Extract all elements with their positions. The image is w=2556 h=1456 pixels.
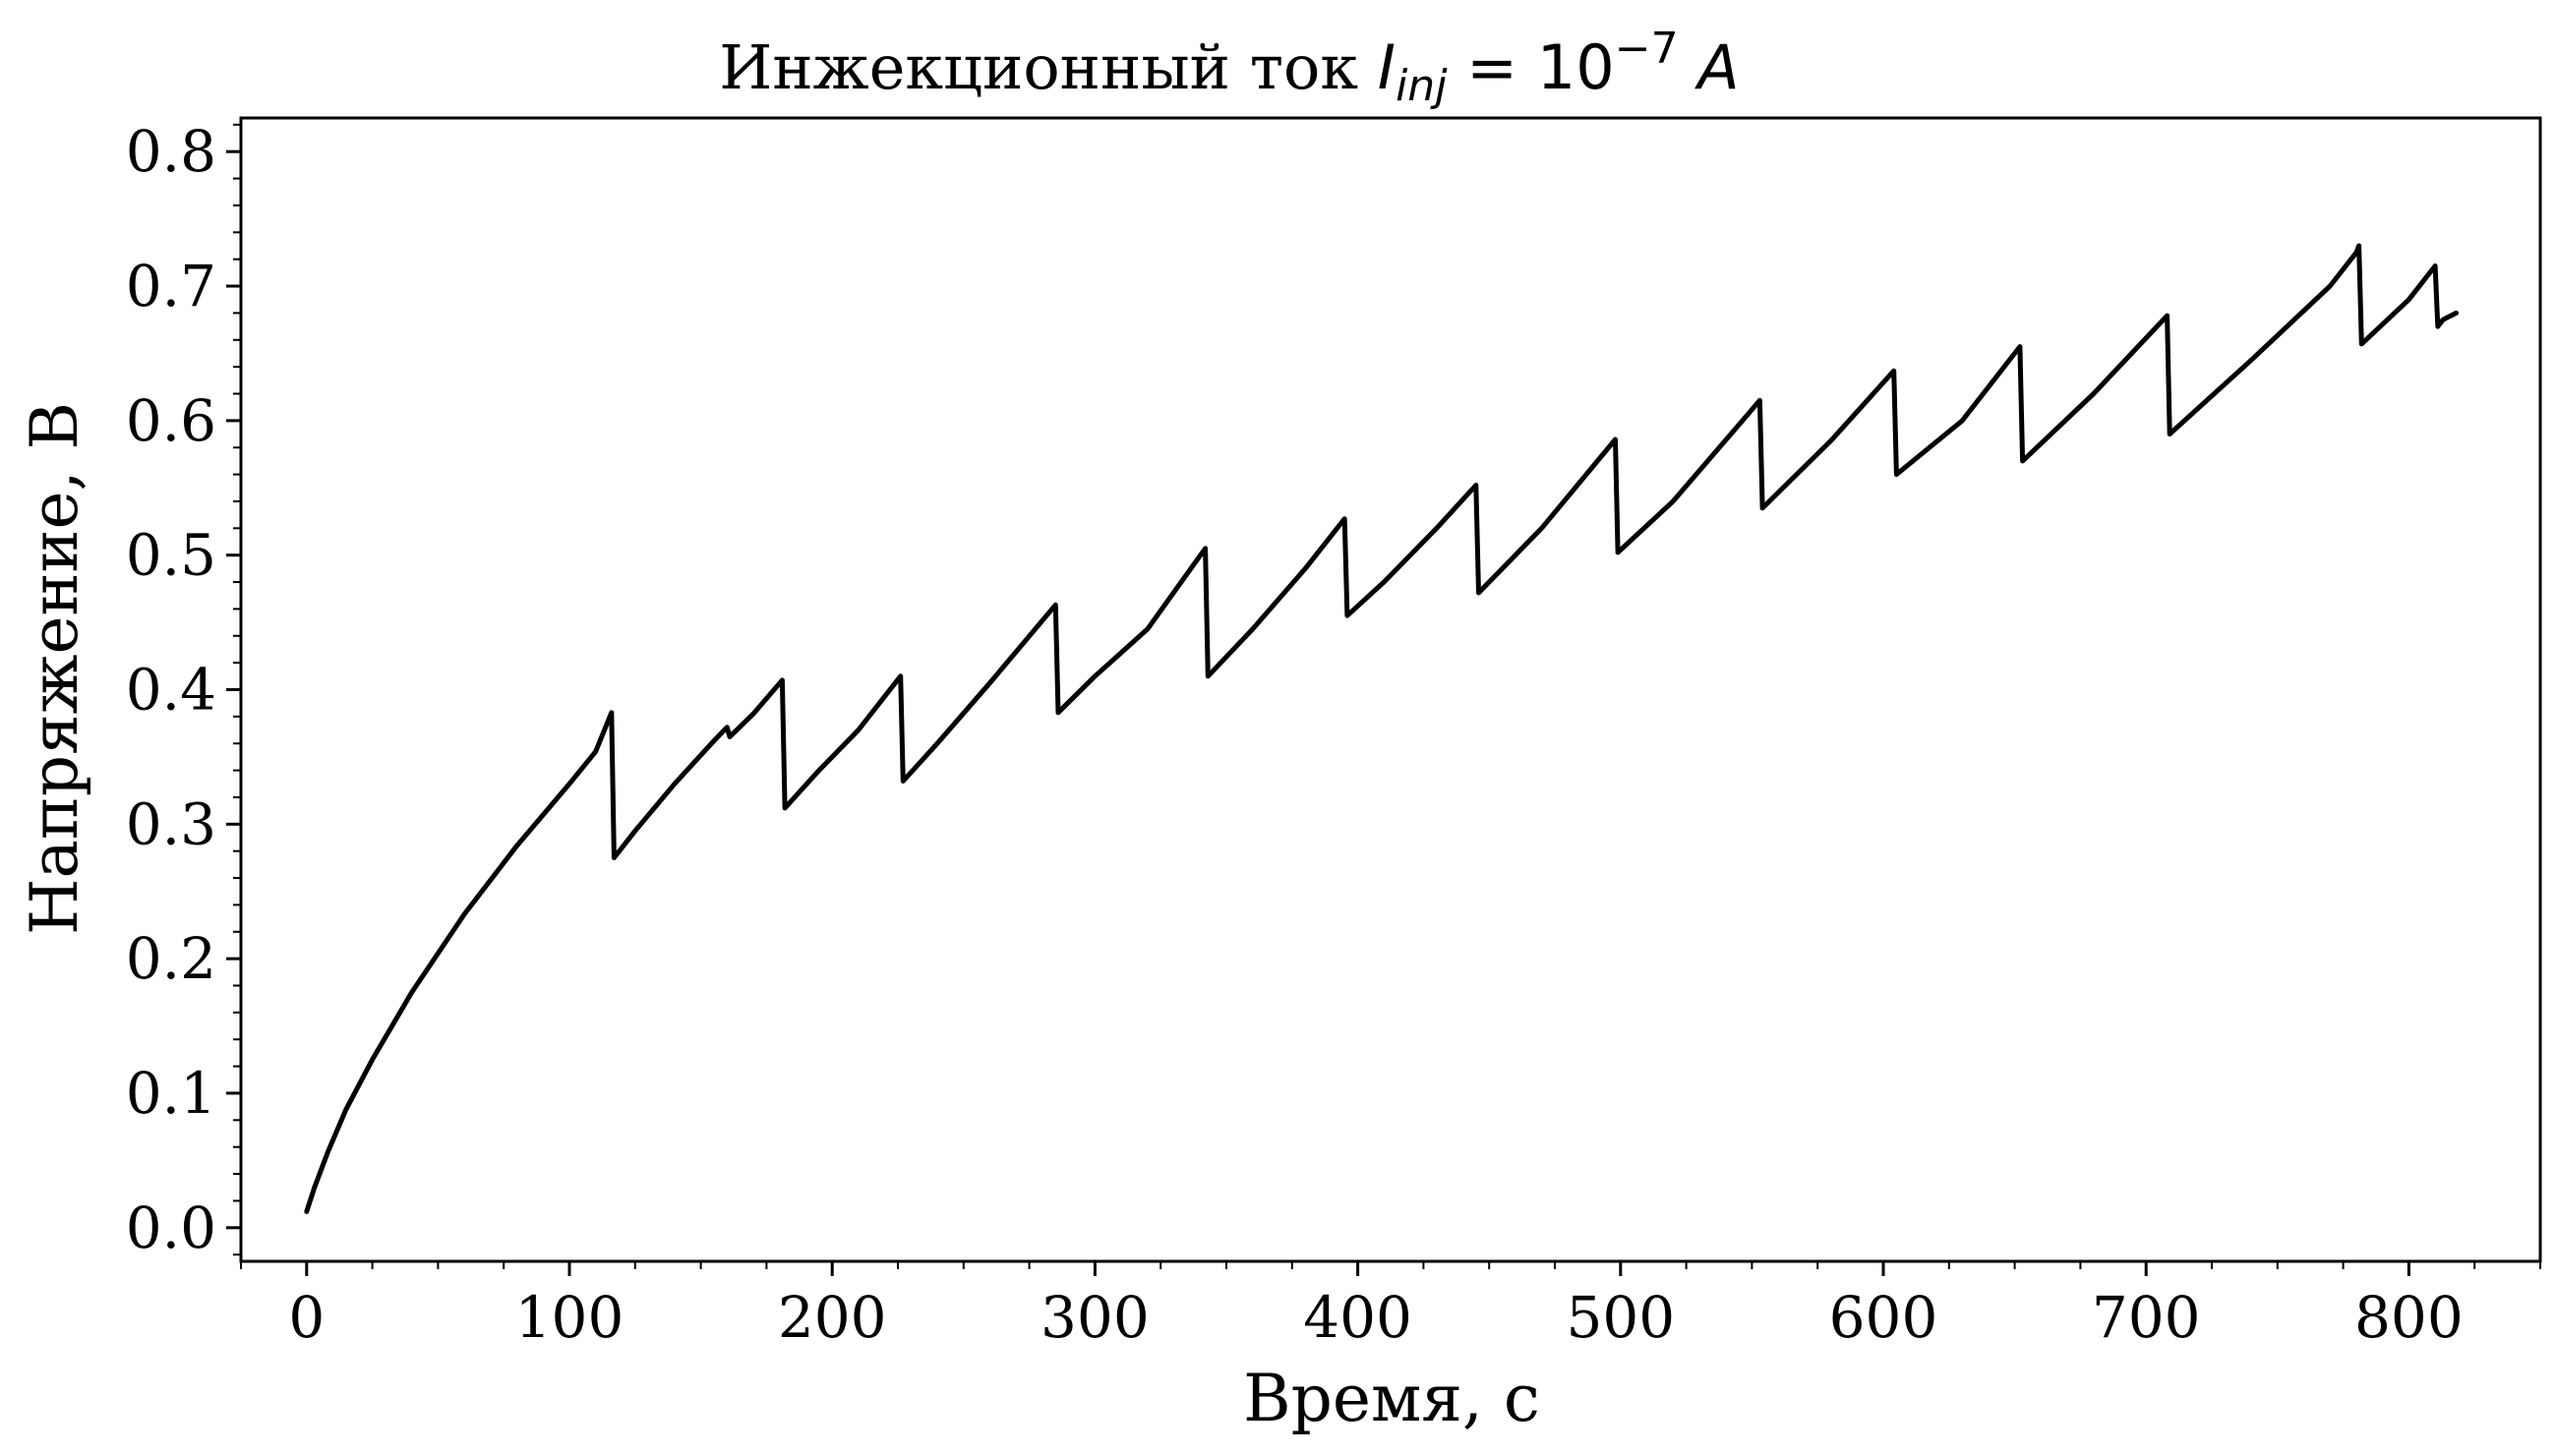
y-tick-label: 0.0 — [126, 1194, 216, 1261]
x-tick-label: 300 — [1040, 1284, 1150, 1351]
title-equals: = — [1447, 31, 1536, 103]
plot-frame — [239, 116, 2542, 1263]
y-tick-label: 0.3 — [126, 790, 216, 857]
x-tick-label: 0 — [288, 1284, 325, 1351]
x-tick-label: 800 — [2354, 1284, 2464, 1351]
y-tick-label: 0.4 — [126, 657, 216, 724]
y-axis-label: Напряжение, В — [17, 402, 92, 935]
title-subscript: inj — [1396, 61, 1448, 111]
title-exponent: −7 — [1615, 24, 1679, 74]
y-tick-label: 0.7 — [126, 253, 216, 320]
x-tick-label: 200 — [778, 1284, 887, 1351]
x-tick-label: 700 — [2092, 1284, 2201, 1351]
title-base: 10 — [1537, 31, 1615, 103]
y-tick-label: 0.1 — [126, 1060, 216, 1127]
x-tick-label: 500 — [1566, 1284, 1675, 1351]
title-unit: A — [1679, 31, 1740, 103]
x-tick-label: 100 — [515, 1284, 624, 1351]
x-tick-label: 600 — [1829, 1284, 1938, 1351]
title-symbol: I — [1378, 31, 1396, 103]
series-line — [304, 243, 2459, 1214]
chart-title: Инжекционный ток Iinj = 10−7 A — [719, 24, 1739, 111]
y-tick-label: 0.2 — [126, 925, 216, 992]
title-prefix: Инжекционный ток — [719, 31, 1378, 103]
y-tick-label: 0.5 — [126, 522, 216, 589]
y-tick-label: 0.6 — [126, 387, 216, 454]
tick-labels-layer: 0 100 200 300 400 500 600 700 800 0.0 0.1 0.2 0.3 0.4… — [126, 118, 2464, 1351]
x-tick-label: 400 — [1303, 1284, 1412, 1351]
y-tick-label: 0.8 — [126, 118, 216, 185]
x-axis-label: Время, с — [1243, 1361, 1540, 1436]
